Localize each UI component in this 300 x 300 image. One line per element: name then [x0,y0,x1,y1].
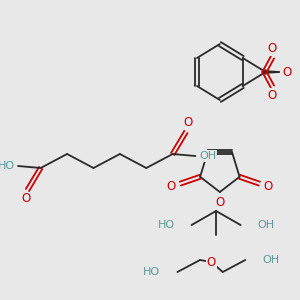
Text: O: O [167,180,176,193]
Text: O: O [183,116,192,130]
Text: O: O [215,196,224,208]
Text: O: O [207,256,216,268]
Text: O: O [21,193,30,206]
Text: HO: HO [143,267,161,277]
Text: OH: OH [199,151,216,161]
Text: HO: HO [0,161,15,171]
Text: O: O [268,89,277,102]
Text: HO: HO [158,220,175,230]
Text: OH: OH [258,220,275,230]
Text: O: O [282,65,291,79]
Text: O: O [268,42,277,55]
Text: OH: OH [262,255,279,265]
Text: O: O [264,180,273,193]
